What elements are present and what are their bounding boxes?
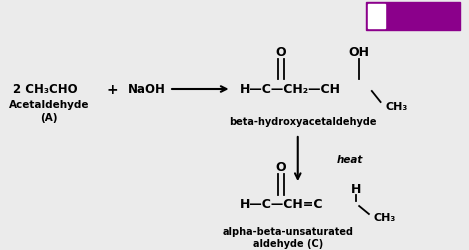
- Text: H—C—CH₂—CH: H—C—CH₂—CH: [240, 83, 341, 96]
- Text: H: H: [351, 183, 362, 196]
- Text: +: +: [107, 83, 118, 96]
- Text: H—C—CH=C: H—C—CH=C: [240, 198, 324, 211]
- Text: CH₃: CH₃: [374, 212, 396, 222]
- Text: O: O: [276, 45, 287, 58]
- Text: B: B: [372, 10, 381, 24]
- Text: aldehyde (C): aldehyde (C): [253, 238, 323, 248]
- Text: OH: OH: [348, 45, 370, 58]
- Text: 2 CH₃CHO: 2 CH₃CHO: [13, 83, 78, 96]
- Text: beta-hydroxyacetaldehyde: beta-hydroxyacetaldehyde: [229, 116, 376, 126]
- Bar: [366, 3, 460, 31]
- Text: BYJU'S: BYJU'S: [401, 6, 444, 18]
- Text: The Learning App: The Learning App: [401, 20, 456, 24]
- Text: Acetaldehyde: Acetaldehyde: [9, 100, 90, 110]
- Text: (A): (A): [40, 112, 58, 122]
- Text: heat: heat: [337, 154, 363, 164]
- Bar: [368, 5, 386, 29]
- Text: CH₃: CH₃: [386, 102, 408, 112]
- Text: O: O: [276, 161, 287, 174]
- Text: alpha-beta-unsaturated: alpha-beta-unsaturated: [222, 226, 354, 236]
- Text: NaOH: NaOH: [128, 83, 166, 96]
